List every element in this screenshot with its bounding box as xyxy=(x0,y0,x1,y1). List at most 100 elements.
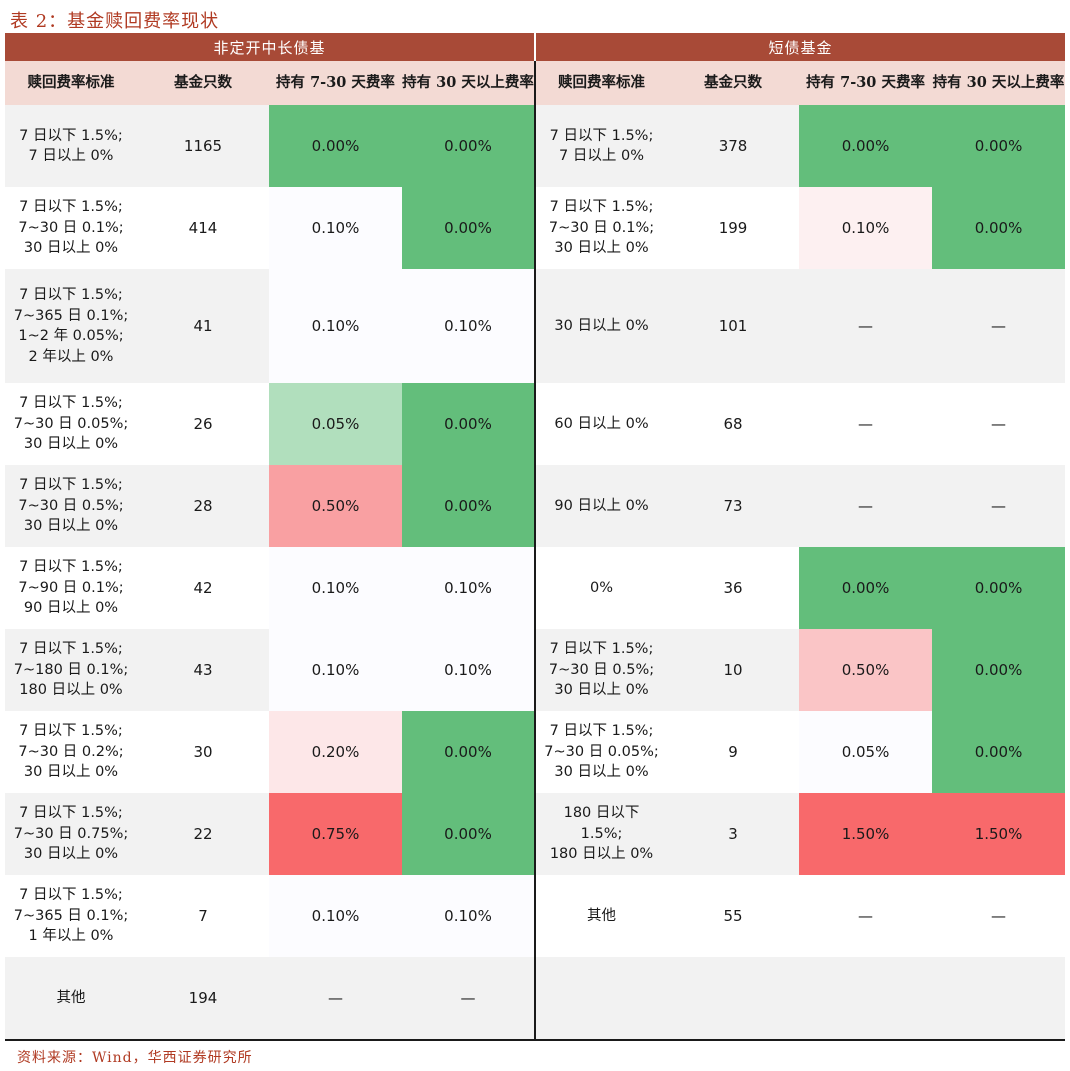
header-std-right: 赎回费率标准 xyxy=(535,61,668,105)
table-row: 7 日以下 1.5%; 7~30 日 0.5%; 30 日以上 0% 28 0.50… xyxy=(5,465,1066,547)
cell-rate-7-30-left: 0.00% xyxy=(269,105,402,187)
cell-rate-30-right: — xyxy=(932,465,1066,547)
cell-std-left: 7 日以下 1.5%; 7~30 日 0.05%; 30 日以上 0% xyxy=(5,383,137,465)
cell-rate-30-left: 0.10% xyxy=(402,269,537,383)
cell-std-right: 7 日以下 1.5%; 7~30 日 0.05%; 30 日以上 0% xyxy=(535,711,668,793)
cell-rate-7-30-left: 0.10% xyxy=(269,875,402,957)
cell-rate-30-left: 0.10% xyxy=(402,629,537,711)
cell-count-right: 199 xyxy=(667,187,800,269)
cell-count-left: 414 xyxy=(137,187,269,269)
cell-count-right: 9 xyxy=(667,711,800,793)
cell-count-left: 30 xyxy=(137,711,269,793)
cell-count-right: 3 xyxy=(667,793,800,875)
cell-count-left: 43 xyxy=(137,629,269,711)
cell-rate-7-30-left: — xyxy=(269,957,402,1041)
table-row: 7 日以下 1.5%; 7 日以上 0% 1165 0.00% 0.00% 7 日以下 … xyxy=(5,105,1066,187)
group-header-right: 短债基金 xyxy=(535,33,1066,61)
cell-count-left: 28 xyxy=(137,465,269,547)
cell-rate-30-right: — xyxy=(932,383,1066,465)
cell-count-right: 378 xyxy=(667,105,800,187)
cell-count-left: 22 xyxy=(137,793,269,875)
header-rate-30-right: 持有 30 天以上费率 xyxy=(932,61,1066,105)
cell-std-left: 7 日以下 1.5%; 7~30 日 0.5%; 30 日以上 0% xyxy=(5,465,137,547)
cell-rate-7-30-right: — xyxy=(799,269,933,383)
cell-rate-7-30-left: 0.10% xyxy=(269,629,402,711)
cell-rate-30-right: — xyxy=(932,269,1066,383)
header-count-left: 基金只数 xyxy=(137,61,269,105)
cell-count-left: 1165 xyxy=(137,105,269,187)
cell-rate-30-left: 0.00% xyxy=(402,793,537,875)
header-count-right: 基金只数 xyxy=(667,61,800,105)
cell-std-left: 7 日以下 1.5%; 7~30 日 0.2%; 30 日以上 0% xyxy=(5,711,137,793)
fee-table-container: 非定开中长债基 短债基金 赎回费率标准 基金只数 持有 7-30 天费率 持有 … xyxy=(5,33,1066,1041)
cell-rate-30-right: 1.50% xyxy=(932,793,1066,875)
source-note: 资料来源：Wind，华西证券研究所 xyxy=(17,1050,253,1066)
cell-std-left: 7 日以下 1.5%; 7~90 日 0.1%; 90 日以上 0% xyxy=(5,547,137,629)
cell-rate-30-left: 0.10% xyxy=(402,875,537,957)
cell-rate-7-30-left: 0.50% xyxy=(269,465,402,547)
cell-rate-30-right: 0.00% xyxy=(932,629,1066,711)
fee-table: 非定开中长债基 短债基金 赎回费率标准 基金只数 持有 7-30 天费率 持有 … xyxy=(5,33,1066,1041)
cell-count-left: 194 xyxy=(137,957,269,1041)
cell-std-right: 7 日以下 1.5%; 7~30 日 0.5%; 30 日以上 0% xyxy=(535,629,668,711)
table-row: 7 日以下 1.5%; 7~180 日 0.1%; 180 日以上 0% 43 0.… xyxy=(5,629,1066,711)
group-header-left: 非定开中长债基 xyxy=(5,33,537,61)
cell-std-left: 其他 xyxy=(5,957,137,1041)
cell-rate-30-left: 0.00% xyxy=(402,187,537,269)
table-row: 7 日以下 1.5%; 7~365 日 0.1%; 1~2 年 0.05%; 2… xyxy=(5,269,1066,383)
table-row: 7 日以下 1.5%; 7~30 日 0.1%; 30 日以上 0% 414 0.1… xyxy=(5,187,1066,269)
header-std-left: 赎回费率标准 xyxy=(5,61,137,105)
cell-rate-7-30-right: — xyxy=(799,465,933,547)
cell-std-right: 其他 xyxy=(535,875,668,957)
cell-rate-30-left: 0.00% xyxy=(402,383,537,465)
cell-rate-30-right xyxy=(932,957,1066,1041)
cell-rate-30-right: — xyxy=(932,875,1066,957)
table-row: 其他 194— — xyxy=(5,957,1066,1041)
table-row: 7 日以下 1.5%; 7~365 日 0.1%; 1 年以上 0% 7 0.10%… xyxy=(5,875,1066,957)
cell-rate-30-right: 0.00% xyxy=(932,105,1066,187)
cell-std-right: 90 日以上 0% xyxy=(535,465,668,547)
cell-rate-30-left: 0.00% xyxy=(402,465,537,547)
cell-rate-30-right: 0.00% xyxy=(932,187,1066,269)
cell-rate-7-30-right: — xyxy=(799,383,933,465)
cell-rate-7-30-right: 0.05% xyxy=(799,711,933,793)
cell-std-left: 7 日以下 1.5%; 7~180 日 0.1%; 180 日以上 0% xyxy=(5,629,137,711)
cell-rate-30-right: 0.00% xyxy=(932,711,1066,793)
cell-count-right: 73 xyxy=(667,465,800,547)
table-body: 7 日以下 1.5%; 7 日以上 0% 1165 0.00% 0.00% 7 日以下 … xyxy=(5,105,1066,1041)
table-row: 7 日以下 1.5%; 7~90 日 0.1%; 90 日以上 0% 42 0.10… xyxy=(5,547,1066,629)
header-rate-7-30-left: 持有 7-30 天费率 xyxy=(269,61,402,105)
sub-header-row: 赎回费率标准 基金只数 持有 7-30 天费率 持有 30 天以上费率 赎回费率… xyxy=(5,61,1066,105)
table-row: 7 日以下 1.5%; 7~30 日 0.75%; 30 日以上 0% 22 0.7… xyxy=(5,793,1066,875)
cell-std-left: 7 日以下 1.5%; 7~365 日 0.1%; 1 年以上 0% xyxy=(5,875,137,957)
cell-rate-30-left: 0.00% xyxy=(402,105,537,187)
cell-count-right xyxy=(667,957,800,1041)
cell-count-left: 42 xyxy=(137,547,269,629)
cell-rate-7-30-right: 0.00% xyxy=(799,547,933,629)
cell-std-right: 7 日以下 1.5%; 7 日以上 0% xyxy=(535,105,668,187)
cell-std-right: 180 日以下 1.5%; 180 日以上 0% xyxy=(535,793,668,875)
cell-rate-7-30-left: 0.10% xyxy=(269,187,402,269)
cell-std-right xyxy=(535,957,668,1041)
group-header-row: 非定开中长债基 短债基金 xyxy=(5,33,1066,61)
cell-rate-7-30-right: 1.50% xyxy=(799,793,933,875)
cell-std-right: 30 日以上 0% xyxy=(535,269,668,383)
cell-rate-30-left: — xyxy=(402,957,537,1041)
cell-count-left: 7 xyxy=(137,875,269,957)
table-row: 7 日以下 1.5%; 7~30 日 0.05%; 30 日以上 0% 26 0.0… xyxy=(5,383,1066,465)
cell-rate-30-right: 0.00% xyxy=(932,547,1066,629)
cell-count-right: 36 xyxy=(667,547,800,629)
cell-count-right: 68 xyxy=(667,383,800,465)
cell-rate-7-30-right: 0.00% xyxy=(799,105,933,187)
cell-rate-30-left: 0.10% xyxy=(402,547,537,629)
cell-rate-7-30-right: 0.10% xyxy=(799,187,933,269)
cell-count-right: 101 xyxy=(667,269,800,383)
cell-std-right: 0% xyxy=(535,547,668,629)
cell-count-left: 26 xyxy=(137,383,269,465)
header-rate-30-left: 持有 30 天以上费率 xyxy=(402,61,537,105)
cell-rate-7-30-left: 0.20% xyxy=(269,711,402,793)
table-row: 7 日以下 1.5%; 7~30 日 0.2%; 30 日以上 0% 30 0.20… xyxy=(5,711,1066,793)
cell-rate-7-30-left: 0.05% xyxy=(269,383,402,465)
cell-count-right: 10 xyxy=(667,629,800,711)
cell-std-right: 60 日以上 0% xyxy=(535,383,668,465)
